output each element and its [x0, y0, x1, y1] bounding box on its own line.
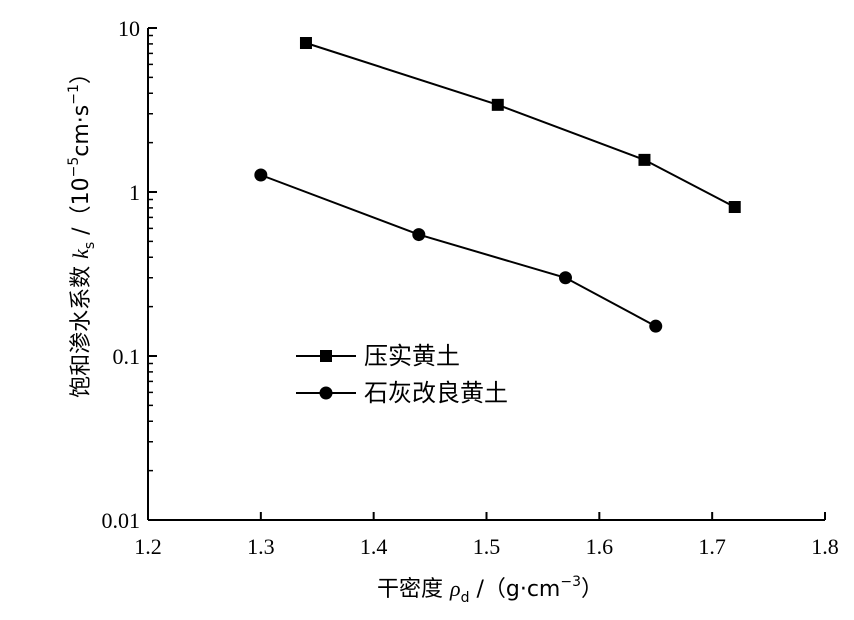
legend-label: 压实黄土 [364, 342, 460, 370]
data-point-square [638, 153, 651, 166]
data-point-circle [254, 168, 268, 182]
y-axis-title: 饱和渗水系数 ks /（10−5cm·s−1） [66, 62, 98, 398]
series-line [260, 174, 657, 328]
data-point-square [299, 37, 312, 50]
series-line [305, 42, 736, 208]
legend-circle-marker [319, 386, 333, 400]
y-tick-label: 1 [129, 180, 140, 205]
y-tick-label: 0.1 [113, 344, 141, 369]
x-tick-label: 1.8 [811, 534, 839, 559]
x-axis-ticks: 1.2 1.3 1.4 1.5 1.6 1.7 1.8 [134, 512, 839, 559]
data-point-circle [558, 271, 572, 285]
data-point-square [728, 201, 741, 214]
y-tick-label: 0.01 [102, 508, 141, 533]
data-point-circle [649, 319, 663, 333]
series-2 [254, 168, 663, 333]
x-tick-label: 1.5 [473, 534, 501, 559]
x-tick-label: 1.7 [698, 534, 726, 559]
x-tick-label: 1.4 [360, 534, 388, 559]
y-axis-ticks: 0.01 0.1 1 10 [102, 16, 157, 533]
x-tick-label: 1.3 [247, 534, 275, 559]
legend-item: 石灰改良黄土 [296, 379, 508, 407]
legend-label: 石灰改良黄土 [364, 379, 508, 407]
legend-item: 压实黄土 [296, 342, 460, 370]
x-tick-label: 1.6 [586, 534, 614, 559]
x-tick-label: 1.2 [134, 534, 162, 559]
data-point-circle [412, 228, 426, 242]
legend-square-marker [320, 350, 332, 362]
data-point-square [491, 98, 504, 111]
y-tick-label: 10 [118, 16, 140, 41]
x-axis-title: 干密度 ρd /（g·cm−3） [377, 574, 603, 606]
series-layer [254, 37, 741, 333]
series-1 [299, 37, 741, 214]
